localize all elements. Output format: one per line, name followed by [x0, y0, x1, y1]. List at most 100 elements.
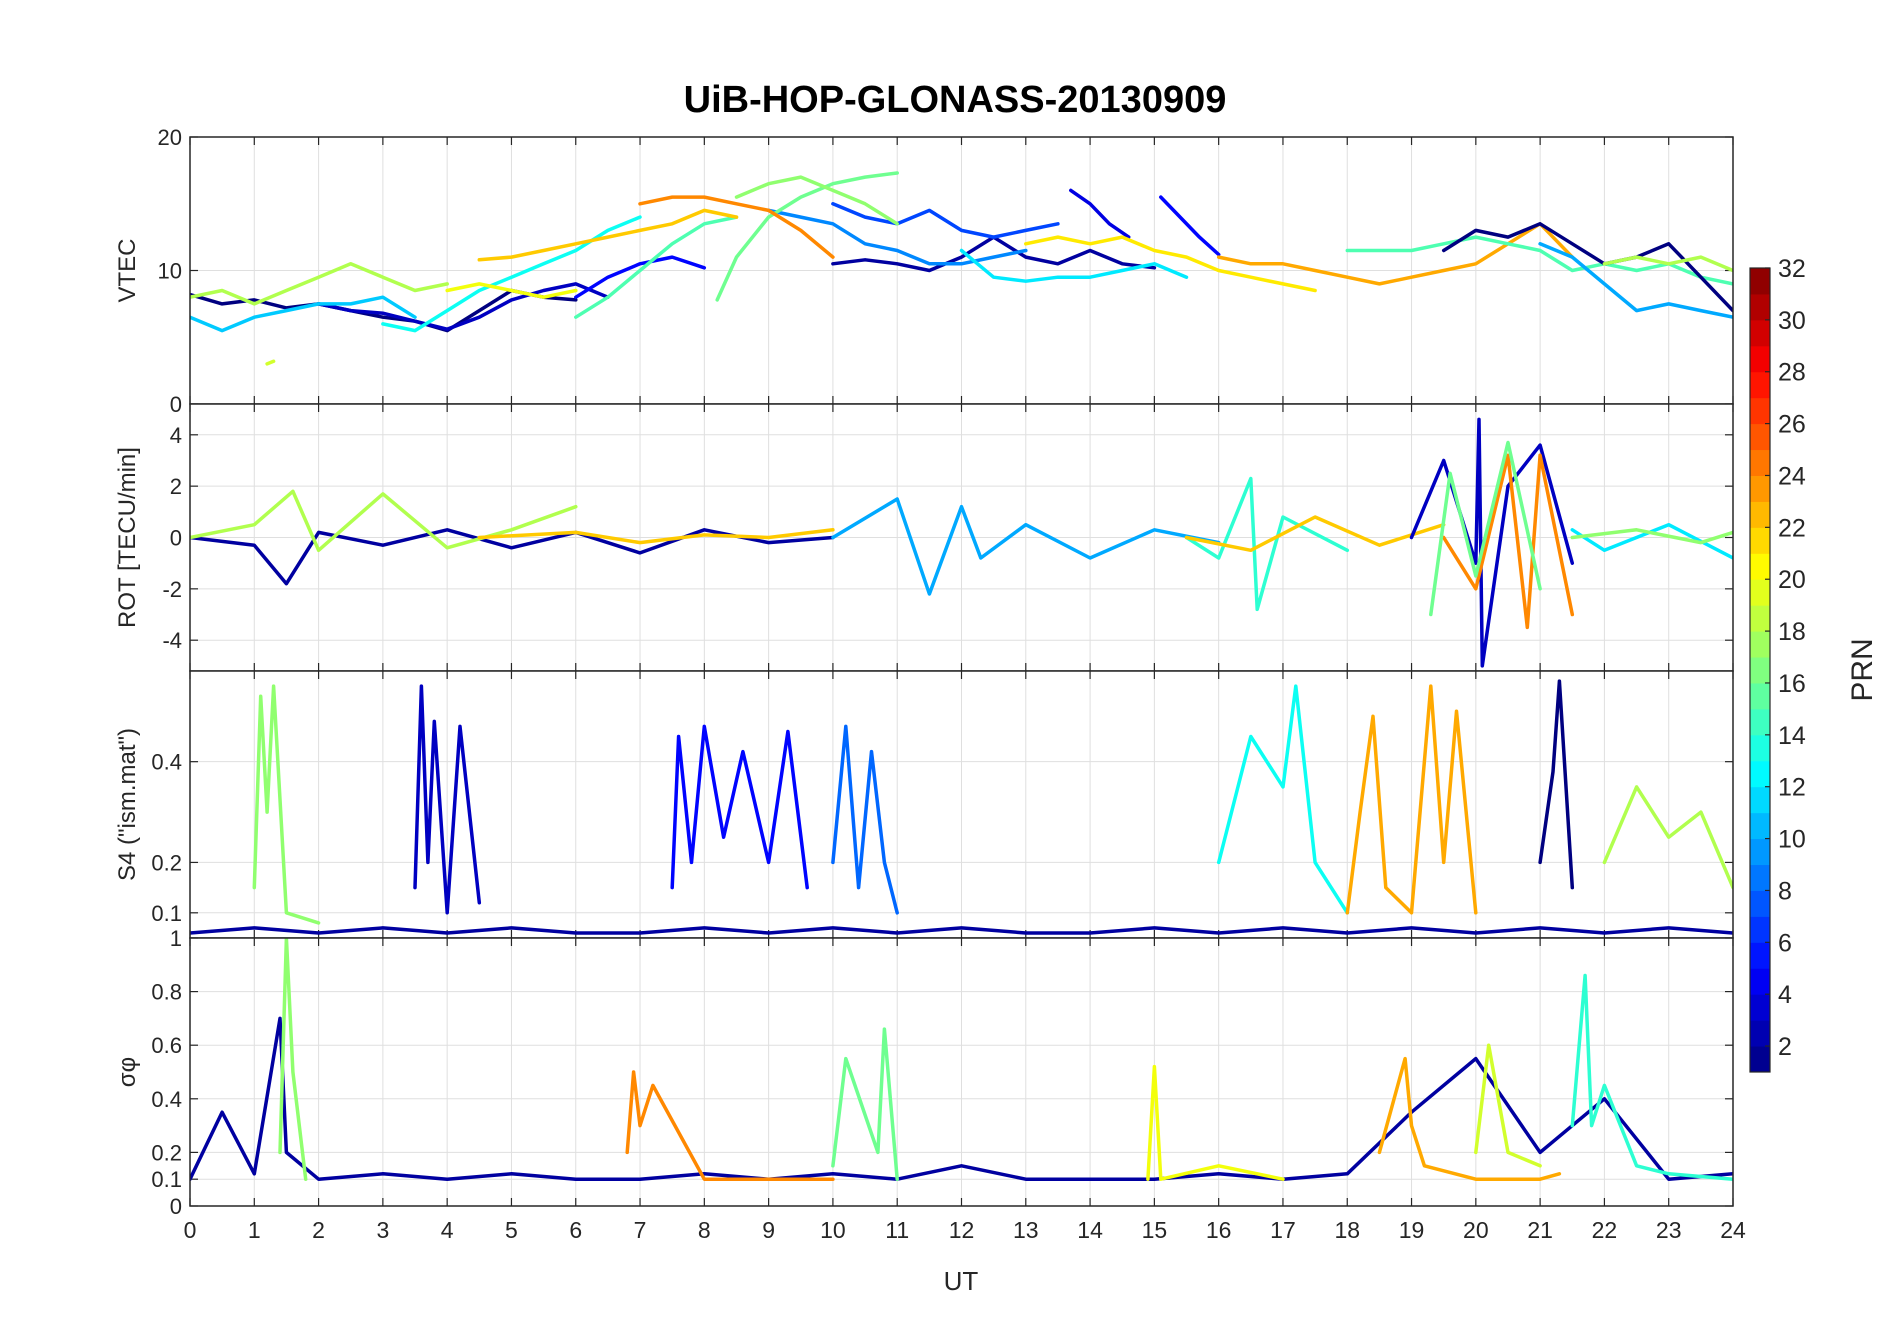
x-tick-label: 13 [1013, 1217, 1039, 1243]
series-line-prn-3 [316, 282, 610, 331]
colorbar-tick-label: 2 [1778, 1033, 1792, 1061]
chart-title: UiB-HOP-GLONASS-20130909 [684, 79, 1227, 121]
colorbar-segment [1750, 1046, 1770, 1073]
x-tick-label: 20 [1463, 1217, 1489, 1243]
colorbar-tick-label: 22 [1778, 514, 1806, 542]
series-line-prn-20 [1146, 1064, 1285, 1181]
series-line-prn-18 [1602, 785, 1733, 890]
series-line-prn-3 [413, 684, 482, 915]
colorbar-segment [1750, 968, 1770, 995]
colorbar-tick-label: 26 [1778, 411, 1806, 439]
series-group [190, 171, 1733, 366]
colorbar-segment [1750, 916, 1770, 943]
x-tick-labels: 0 1 2 3 4 5 6 7 8 9 10 11 12 13 14 15 16 17 18 19 20 21 22 23 24 [184, 1217, 1746, 1243]
colorbar-segment [1750, 864, 1770, 891]
y-tick-label: 1 [170, 926, 182, 951]
series-line-prn-13 [381, 215, 642, 333]
x-axis-label: UT [944, 1266, 979, 1296]
y-tick-label: 0.2 [151, 1140, 182, 1165]
colorbar-segment [1750, 994, 1770, 1021]
colorbar-segment [1750, 268, 1770, 295]
series-line-prn-16 [831, 1027, 899, 1181]
x-tick-label: 19 [1399, 1217, 1425, 1243]
series-line-prn-19 [1474, 1043, 1542, 1168]
series-line-prn-4 [1069, 188, 1131, 239]
series-line-prn-5 [574, 255, 707, 299]
x-tick-label: 2 [312, 1217, 325, 1243]
series-line-prn-23 [1377, 1056, 1562, 1181]
colorbar-tick-label: 30 [1778, 307, 1806, 335]
colorbar-segment [1750, 527, 1770, 554]
panel-frame [189, 937, 1734, 1207]
x-tick-label: 11 [885, 1217, 909, 1243]
series-line-prn-1 [1538, 679, 1575, 890]
series-group [190, 938, 1733, 1181]
panel-1: 0 10 20 VTEC [114, 125, 1734, 417]
y-tick-label: 0 [170, 1194, 182, 1219]
x-tick-label: 17 [1270, 1217, 1296, 1243]
y-axis-label: S4 ("ism.mat") [114, 728, 141, 881]
series-line-prn-14 [1570, 973, 1733, 1181]
series-line-prn-13 [1216, 684, 1350, 915]
series-line-prn-8 [831, 724, 899, 915]
colorbar-tick-label: 16 [1778, 670, 1806, 698]
y-tick-label: -2 [162, 577, 182, 602]
series-line-prn-2 [190, 926, 1733, 935]
y-tick-label: 0.4 [151, 1087, 182, 1112]
series-line-prn-5 [670, 724, 809, 890]
colorbar-segment [1750, 371, 1770, 399]
series-line-prn-23 [1345, 684, 1478, 915]
y-axis-label: ROT [TECU/min] [114, 447, 141, 628]
panel-2: -4 -2 0 2 4 ROT [TECU/min] [114, 403, 1734, 672]
colorbar-segment [1750, 890, 1770, 917]
series-line-prn-10 [1538, 242, 1733, 319]
colorbar-segment [1750, 293, 1770, 321]
colorbar-segment [1750, 631, 1770, 658]
series-line-prn-16 [1429, 440, 1542, 617]
series-line-prn-19 [265, 359, 276, 366]
y-axis-label: σφ [114, 1057, 141, 1087]
colorbar-tick-label: 14 [1778, 722, 1806, 750]
y-tick-label: -4 [162, 628, 182, 653]
x-tick-label: 12 [949, 1217, 975, 1243]
series-line-prn-17 [734, 175, 899, 226]
x-tick-label: 18 [1334, 1217, 1360, 1243]
colorbar-segment [1750, 579, 1770, 606]
series-line-prn-17 [278, 938, 308, 1181]
colorbar-segment [1750, 682, 1770, 710]
colorbar-segment [1750, 838, 1770, 866]
series-line-prn-11 [190, 295, 417, 333]
x-tick-label: 0 [184, 1217, 197, 1243]
x-tick-label: 4 [441, 1217, 454, 1243]
series-line-prn-24 [625, 1070, 835, 1181]
x-tick-label: 14 [1077, 1217, 1103, 1243]
series-line-prn-12 [959, 248, 1189, 283]
x-tick-label: 3 [376, 1217, 389, 1243]
y-tick-label: 0.6 [151, 1033, 182, 1058]
x-tick-label: 16 [1206, 1217, 1232, 1243]
x-tick-label: 5 [505, 1217, 518, 1243]
y-tick-label: 0.1 [151, 901, 182, 926]
series-line-prn-23 [1216, 222, 1575, 286]
series-line-prn-22 [477, 208, 739, 262]
series-line-prn-17 [1570, 528, 1733, 545]
colorbar-segment [1750, 812, 1770, 840]
colorbar-segment [1750, 734, 1770, 762]
series-line-prn-21 [1024, 235, 1317, 293]
series-line-prn-24 [638, 195, 835, 259]
series-line-prn-15 [574, 215, 739, 319]
colorbar-segment [1750, 605, 1770, 632]
series-line-prn-18 [190, 489, 578, 553]
x-tick-label: 23 [1656, 1217, 1682, 1243]
colorbar-segment [1750, 501, 1770, 528]
x-tick-label: 9 [762, 1217, 775, 1243]
colorbar-segment [1750, 345, 1770, 373]
series-line-prn-18 [1602, 255, 1733, 273]
colorbar-tick-label: 18 [1778, 618, 1806, 646]
panel-3: 0.1 0.2 0.4 S4 ("ism.mat") [114, 670, 1734, 939]
series-group [190, 417, 1733, 668]
series-line-prn-5 [1159, 195, 1221, 257]
colorbar-segment [1750, 397, 1770, 425]
colorbar-tick-label: 20 [1778, 566, 1806, 594]
